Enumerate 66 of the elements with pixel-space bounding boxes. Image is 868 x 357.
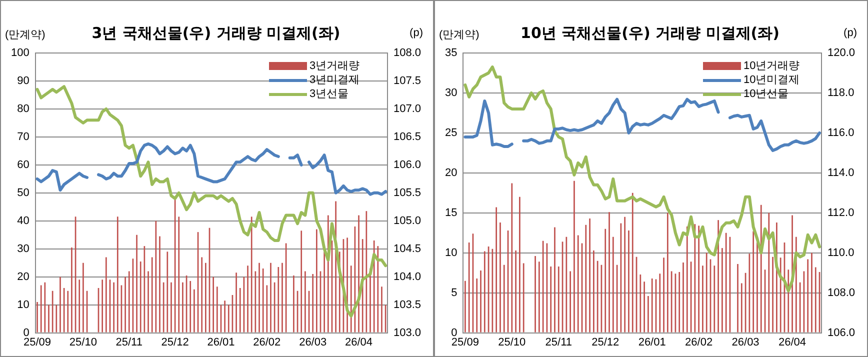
y2-tick-label: 110.0 bbox=[827, 246, 854, 259]
x-tick-label: 26/01 bbox=[638, 336, 666, 348]
y2-tick-label: 116.0 bbox=[827, 126, 854, 139]
y2-tick-label: 105.5 bbox=[393, 186, 422, 199]
x-tick-label: 25/12 bbox=[592, 336, 620, 348]
x-tick-label: 25/09 bbox=[24, 336, 52, 348]
x-tick-label: 26/02 bbox=[253, 336, 281, 348]
y-axis-title: (만계약) bbox=[5, 28, 46, 42]
y-axis-title: (만계약) bbox=[439, 28, 480, 42]
x-tick-label: 25/11 bbox=[545, 336, 572, 348]
legend-label: 10년거래량 bbox=[743, 59, 800, 73]
x-tick-label: 25/09 bbox=[451, 336, 479, 348]
y-tick-label: 90 bbox=[17, 75, 30, 88]
x-tick-label: 26/01 bbox=[207, 336, 235, 348]
y2-tick-label: 104.0 bbox=[393, 270, 422, 283]
chart-title: 3년 국채선물(우) 거래량 미결제(좌) bbox=[92, 24, 340, 42]
y2-tick-label: 106.5 bbox=[393, 130, 422, 143]
x-tick-label: 25/10 bbox=[498, 336, 526, 348]
x-tick-label: 26/02 bbox=[685, 336, 713, 348]
legend-label: 3년선물 bbox=[309, 87, 349, 101]
y2-tick-label: 105.0 bbox=[393, 214, 422, 227]
x-tick-label: 25/12 bbox=[161, 336, 189, 348]
y-tick-label: 80 bbox=[17, 102, 30, 115]
y-tick-label: 100 bbox=[10, 47, 30, 60]
y-tick-label: 5 bbox=[451, 286, 458, 299]
y-tick-label: 0 bbox=[451, 326, 458, 339]
y2-tick-label: 104.5 bbox=[393, 242, 422, 255]
y-tick-label: 50 bbox=[17, 186, 30, 199]
y2-tick-label: 108.0 bbox=[393, 47, 422, 60]
x-tick-label: 25/11 bbox=[116, 336, 142, 348]
legend-label: 10년미결제 bbox=[743, 73, 800, 87]
y2-tick-label: 106.0 bbox=[827, 326, 856, 339]
y2-tick-label: 112.0 bbox=[827, 206, 854, 219]
legend-label: 10년선물 bbox=[743, 87, 789, 101]
y-tick-label: 35 bbox=[444, 47, 458, 60]
y-tick-label: 15 bbox=[444, 206, 458, 219]
y2-tick-label: 103.0 bbox=[393, 326, 422, 339]
y2-tick-label: 120.0 bbox=[827, 47, 856, 60]
x-tick-label: 26/03 bbox=[299, 336, 327, 348]
y-tick-label: 0 bbox=[23, 326, 30, 339]
y-tick-label: 70 bbox=[17, 130, 30, 143]
y2-tick-label: 107.5 bbox=[393, 75, 422, 88]
chart-title: 10년 국채선물(우) 거래량 미결제(좌) bbox=[520, 24, 780, 42]
y-tick-label: 30 bbox=[17, 242, 30, 255]
y2-tick-label: 114.0 bbox=[827, 166, 854, 179]
y2-tick-label: 106.0 bbox=[393, 158, 422, 171]
x-tick-label: 25/10 bbox=[69, 336, 97, 348]
y-tick-label: 20 bbox=[17, 270, 30, 283]
y-tick-label: 30 bbox=[444, 87, 458, 100]
x-tick-label: 26/03 bbox=[732, 336, 760, 348]
y-tick-label: 60 bbox=[17, 158, 30, 171]
y-tick-label: 10 bbox=[444, 246, 458, 259]
y2-axis-title: (p) bbox=[844, 27, 857, 39]
x-tick-label: 26/04 bbox=[778, 336, 806, 348]
y-tick-label: 40 bbox=[17, 214, 30, 227]
legend-label: 3년거래량 bbox=[309, 59, 360, 73]
x-tick-label: 26/04 bbox=[345, 336, 373, 348]
y2-tick-label: 103.5 bbox=[393, 298, 422, 311]
y-tick-label: 25 bbox=[444, 126, 458, 139]
legend-label: 3년미결제 bbox=[309, 73, 360, 87]
y2-tick-label: 108.0 bbox=[827, 286, 856, 299]
y-tick-label: 10 bbox=[17, 298, 30, 311]
y-tick-label: 20 bbox=[444, 166, 458, 179]
y2-axis-title: (p) bbox=[410, 27, 423, 39]
y2-tick-label: 107.0 bbox=[393, 102, 422, 115]
y2-tick-label: 118.0 bbox=[827, 87, 854, 100]
